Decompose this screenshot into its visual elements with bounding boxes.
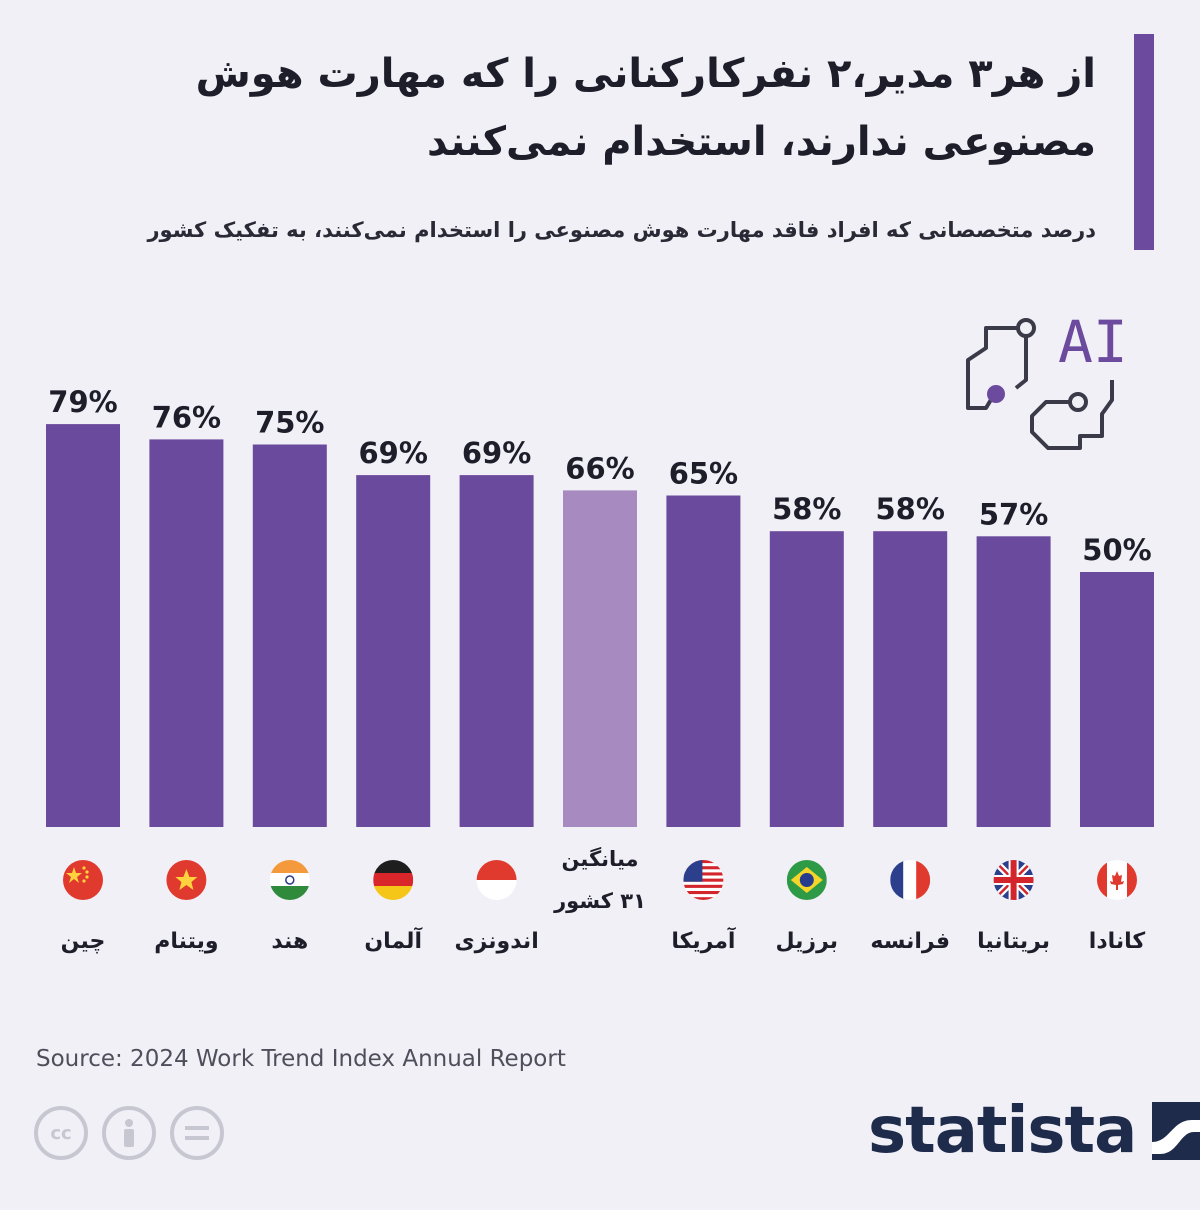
bar-2 [252,444,327,827]
value-label-3: 69% [358,436,427,470]
chart-title: از هر۳ مدیر،۲ نفرکارکنانی را که مهارت هو… [195,51,1096,165]
bar-10 [1080,572,1154,827]
bar-8 [873,531,948,827]
category-label-1: ویتنام [154,929,218,954]
bar-0 [46,424,120,827]
bar-6 [666,495,741,827]
value-label-10: 50% [1082,533,1151,567]
category-label-6: آمریکا [671,926,736,954]
value-label-4: 69% [462,436,531,470]
cc-icon[interactable]: cc [34,1106,88,1160]
vietnam-flag-icon [166,860,207,900]
category-label-9: بریتانیا [977,929,1050,954]
indonesia-flag-icon [476,860,517,900]
brazil-flag-icon [786,860,827,900]
category-label-2: هند [271,929,308,954]
category-label-0: چین [61,929,106,954]
value-label-0: 79% [48,385,117,419]
bar-3 [356,475,431,827]
no-derivatives-icon[interactable] [170,1106,224,1160]
uk-flag-icon [993,860,1034,900]
category-label-10: کانادا [1089,929,1146,954]
category-label-3: آلمان [364,926,422,954]
canada-flag-icon [1097,860,1137,900]
value-label-9: 57% [979,497,1048,531]
attribution-icon[interactable] [102,1106,156,1160]
ai-circuit-icon: AI [966,308,1128,450]
india-flag-icon [269,860,310,900]
value-label-8: 58% [875,492,944,526]
bar-4 [459,475,534,827]
statista-logo[interactable]: statista [868,1096,1200,1166]
value-label-5: 66% [565,451,634,485]
france-flag-icon [890,860,931,900]
bar-5 [563,490,637,827]
category-label-7: برزیل [776,929,839,954]
value-label-2: 75% [255,406,324,440]
category-label-4: اندونزی [454,929,538,954]
usa-flag-icon [683,860,724,900]
bar-7 [769,531,844,827]
germany-flag-icon [373,860,414,900]
license-icons: cc [34,1106,224,1160]
bar-9 [976,536,1051,827]
ai-logo-text: AI [1058,308,1128,376]
accent-bar [1134,34,1154,250]
chart-subtitle: درصد متخصصانی که افراد فاقد مهارت هوش مص… [147,218,1096,242]
brand-name: statista [868,1094,1137,1168]
source-note: Source: 2024 Work Trend Index Annual Rep… [36,1046,566,1072]
category-label-5-line1: میانگین [561,846,638,871]
category-label-8: فرانسه [870,929,950,954]
china-flag-icon [63,860,103,900]
statista-mark-icon [1152,1102,1200,1160]
value-label-1: 76% [152,400,221,434]
value-label-6: 65% [669,457,738,491]
bar-1 [149,439,224,827]
value-label-7: 58% [772,492,841,526]
category-label-5-line2: ۳۱ کشور [553,889,646,913]
